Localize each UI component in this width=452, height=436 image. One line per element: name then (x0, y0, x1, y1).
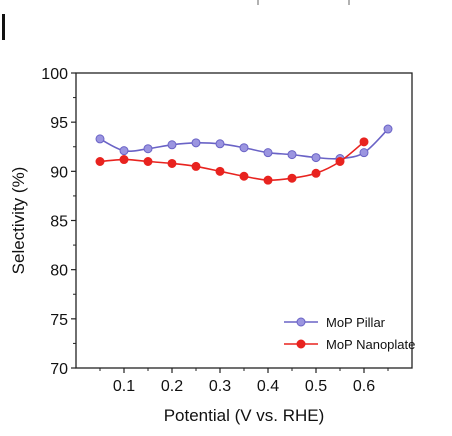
data-point (95, 134, 105, 144)
legend-marker (296, 317, 306, 327)
data-point (287, 150, 297, 160)
x-axis-ticks: 0.1 0.2 0.3 0.4 0.5 0.6 (99, 368, 389, 395)
data-point (311, 168, 321, 178)
data-point (215, 139, 225, 149)
data-point (167, 140, 177, 150)
data-point (95, 157, 105, 166)
data-point (335, 157, 345, 166)
data-point (359, 137, 369, 147)
data-point (215, 166, 225, 176)
data-point (263, 148, 273, 158)
data-point (167, 158, 177, 168)
y-axis-title: Selectivity (%) (9, 167, 28, 275)
x-tick-label: 0.1 (113, 378, 135, 395)
data-point (119, 155, 129, 165)
data-point (239, 171, 249, 181)
data-point (119, 146, 129, 156)
data-point (311, 153, 321, 163)
cropped-figure-remnant (2, 0, 350, 40)
y-tick-label: 90 (50, 164, 68, 181)
y-tick-label: 95 (50, 115, 68, 132)
data-point (143, 144, 153, 154)
x-tick-label: 0.3 (209, 378, 231, 395)
y-axis-ticks: 70 75 80 85 90 95 100 (41, 66, 76, 378)
data-point (359, 148, 369, 158)
data-point (383, 124, 393, 134)
y-tick-label: 70 (50, 361, 68, 378)
legend-label: MoP Pillar (326, 315, 386, 330)
y-tick-label: 85 (50, 214, 68, 231)
x-tick-label: 0.5 (305, 378, 327, 395)
legend: MoP Pillar MoP Nanoplate (284, 315, 415, 352)
x-tick-label: 0.6 (353, 378, 375, 395)
y-tick-label: 80 (50, 263, 68, 280)
data-point (191, 138, 201, 148)
y-tick-label: 100 (41, 66, 68, 83)
series-0 (95, 124, 393, 164)
legend-marker (296, 339, 306, 349)
x-tick-label: 0.4 (257, 378, 279, 395)
series-layer (95, 124, 393, 185)
data-point (263, 175, 273, 185)
legend-label: MoP Nanoplate (326, 337, 415, 352)
y-tick-label: 75 (50, 312, 68, 329)
series-line (99, 141, 365, 182)
x-tick-label: 0.2 (161, 378, 183, 395)
data-point (191, 161, 201, 171)
data-point (143, 157, 153, 166)
data-point (287, 173, 297, 183)
series-1 (95, 137, 369, 185)
data-point (239, 143, 249, 153)
x-axis-title: Potential (V vs. RHE) (164, 406, 325, 425)
